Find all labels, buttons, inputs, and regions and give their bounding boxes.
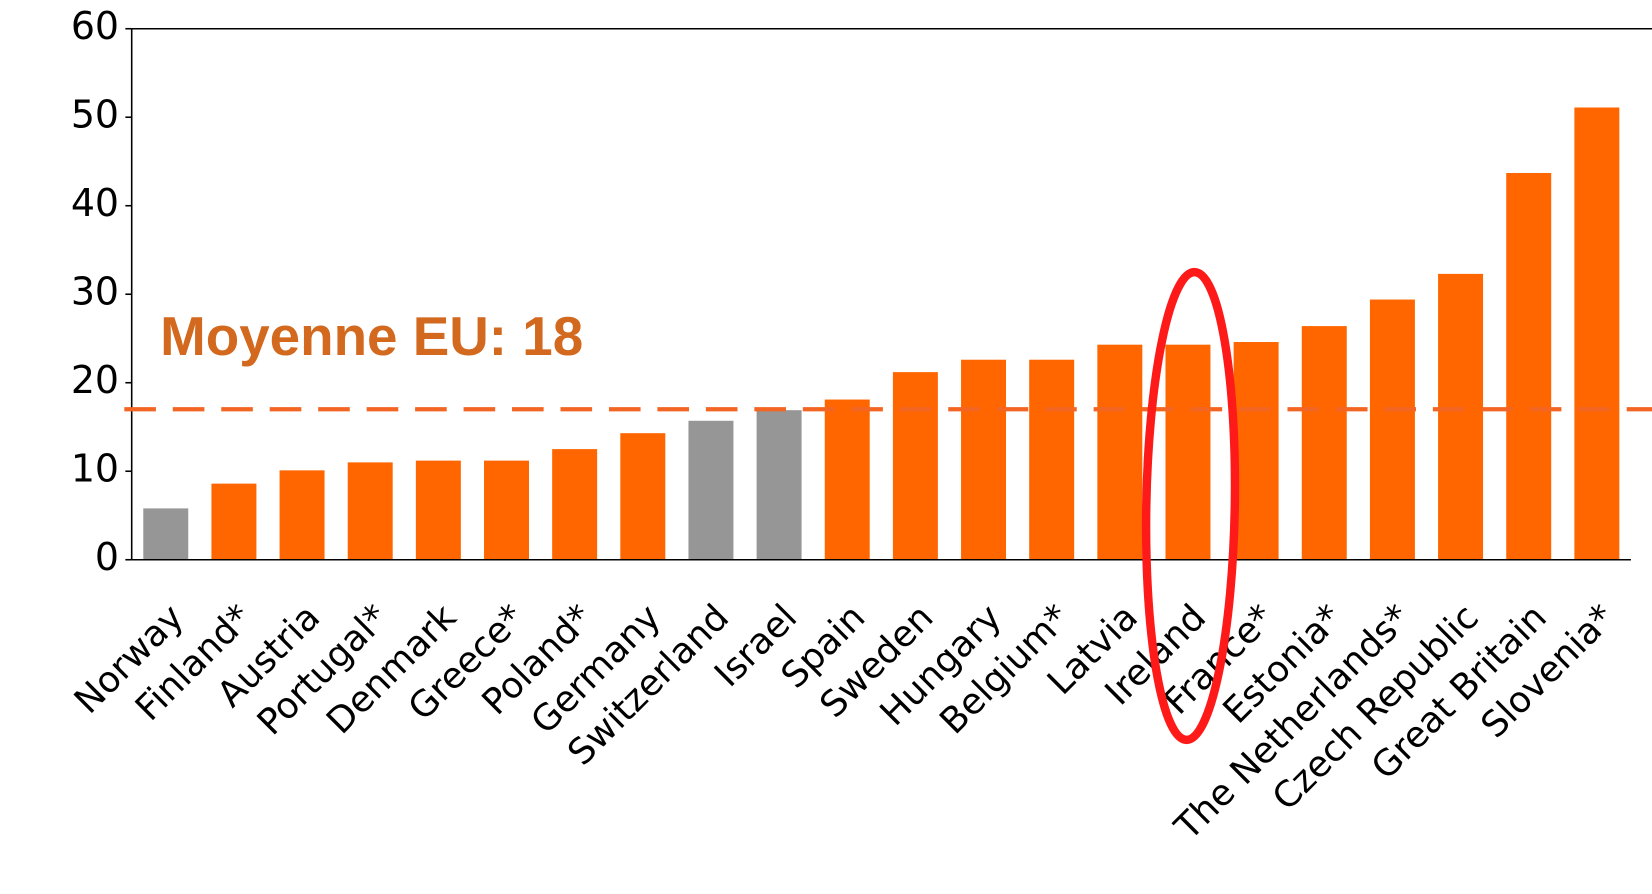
bar — [1369, 299, 1415, 560]
y-tick-label: 10 — [71, 447, 119, 491]
bar — [279, 470, 325, 560]
bar — [143, 508, 189, 560]
y-tick-label: 20 — [71, 358, 119, 402]
y-tick-label: 50 — [71, 93, 119, 137]
bar — [1165, 344, 1211, 560]
bar — [1097, 344, 1143, 560]
bar — [892, 372, 938, 560]
bar — [688, 420, 734, 560]
y-tick-label: 0 — [95, 535, 119, 579]
bar — [824, 399, 870, 560]
bar — [484, 460, 529, 560]
bar — [1506, 172, 1552, 560]
bar — [756, 410, 802, 560]
y-tick-label: 30 — [71, 270, 119, 314]
y-tick-label: 40 — [71, 181, 119, 225]
bar — [347, 462, 393, 560]
bar — [552, 449, 598, 560]
average-annotation: Moyenne EU: 18 — [160, 305, 583, 367]
bar — [620, 433, 666, 560]
bar — [415, 460, 461, 560]
y-tick-label: 60 — [71, 4, 119, 48]
bar — [1233, 342, 1279, 560]
bar — [961, 359, 1007, 560]
highlight-ellipse — [1141, 267, 1240, 745]
bar — [1301, 326, 1347, 560]
bar — [1574, 107, 1620, 560]
bar — [211, 483, 257, 560]
bar — [1438, 273, 1484, 560]
bar — [1029, 359, 1075, 560]
